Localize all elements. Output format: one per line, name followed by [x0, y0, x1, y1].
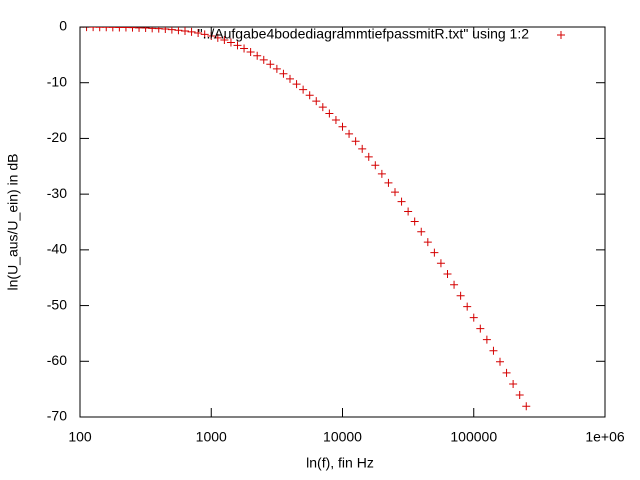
plot-border [79, 26, 606, 418]
data-point [181, 27, 190, 35]
data-point [325, 109, 334, 118]
data-point [469, 313, 478, 322]
y-tick-label: -50 [47, 296, 67, 312]
data-point [522, 402, 531, 411]
data-point [194, 29, 203, 38]
data-point [331, 115, 340, 124]
data-point [489, 346, 498, 355]
y-axis-label: ln(U_aus/U_ein) in dB [5, 154, 21, 291]
y-tick-label: -30 [47, 185, 67, 201]
data-point [338, 122, 347, 131]
x-tick-label: 100 [68, 429, 92, 445]
data-point [377, 169, 386, 178]
data-point [502, 368, 511, 377]
data-point [240, 44, 249, 53]
data-point [371, 161, 380, 170]
x-tick-label: 1e+06 [585, 429, 625, 445]
data-point [266, 60, 275, 69]
plot-points [80, 27, 531, 411]
data-point [450, 280, 459, 289]
data-point [253, 51, 262, 60]
data-point [174, 27, 183, 35]
data-point [312, 97, 321, 106]
data-point [246, 48, 255, 57]
data-point [358, 144, 367, 153]
data-point [509, 379, 518, 388]
legend-label: "../Aufgabe4bodediagrammtiefpassmitR.txt… [198, 26, 530, 42]
data-point [410, 217, 419, 226]
data-point [476, 324, 485, 333]
data-point [220, 36, 229, 45]
data-point [423, 238, 432, 247]
data-point [417, 227, 426, 236]
y-tick-label: 0 [59, 18, 67, 34]
y-tick-label: -10 [47, 73, 67, 89]
data-point [436, 259, 445, 268]
data-point [167, 27, 176, 34]
data-point [456, 291, 465, 300]
data-point [233, 41, 242, 50]
y-tick-label: -20 [47, 129, 67, 145]
data-point [161, 27, 170, 34]
data-point [213, 33, 222, 42]
data-point [515, 391, 524, 400]
y-tick-label: -60 [47, 352, 67, 368]
y-tick-label: -70 [47, 408, 67, 424]
data-point [384, 178, 393, 187]
data-point [259, 55, 268, 64]
data-point [299, 85, 308, 94]
data-point [430, 248, 439, 257]
legend-marker [557, 31, 565, 39]
x-tick-label: 1000 [196, 429, 227, 445]
data-point [318, 103, 327, 112]
data-point [482, 335, 491, 344]
data-point [351, 137, 360, 146]
x-tick-label: 100000 [450, 429, 497, 445]
data-point [364, 152, 373, 161]
data-point [463, 302, 472, 311]
data-point [397, 197, 406, 206]
data-point [404, 207, 413, 216]
data-point [496, 357, 505, 366]
data-point [391, 188, 400, 197]
data-point [292, 80, 301, 89]
data-point [200, 30, 209, 39]
data-point [187, 27, 196, 36]
y-tick-label: -40 [47, 241, 67, 257]
data-point [226, 38, 235, 47]
data-point [305, 91, 314, 100]
data-point [272, 64, 281, 73]
data-point [345, 129, 354, 138]
data-point [443, 269, 452, 278]
x-tick-label: 10000 [323, 429, 362, 445]
data-point [279, 69, 288, 78]
x-axis-label: ln(f), fin Hz [306, 455, 374, 471]
data-point [285, 74, 294, 83]
